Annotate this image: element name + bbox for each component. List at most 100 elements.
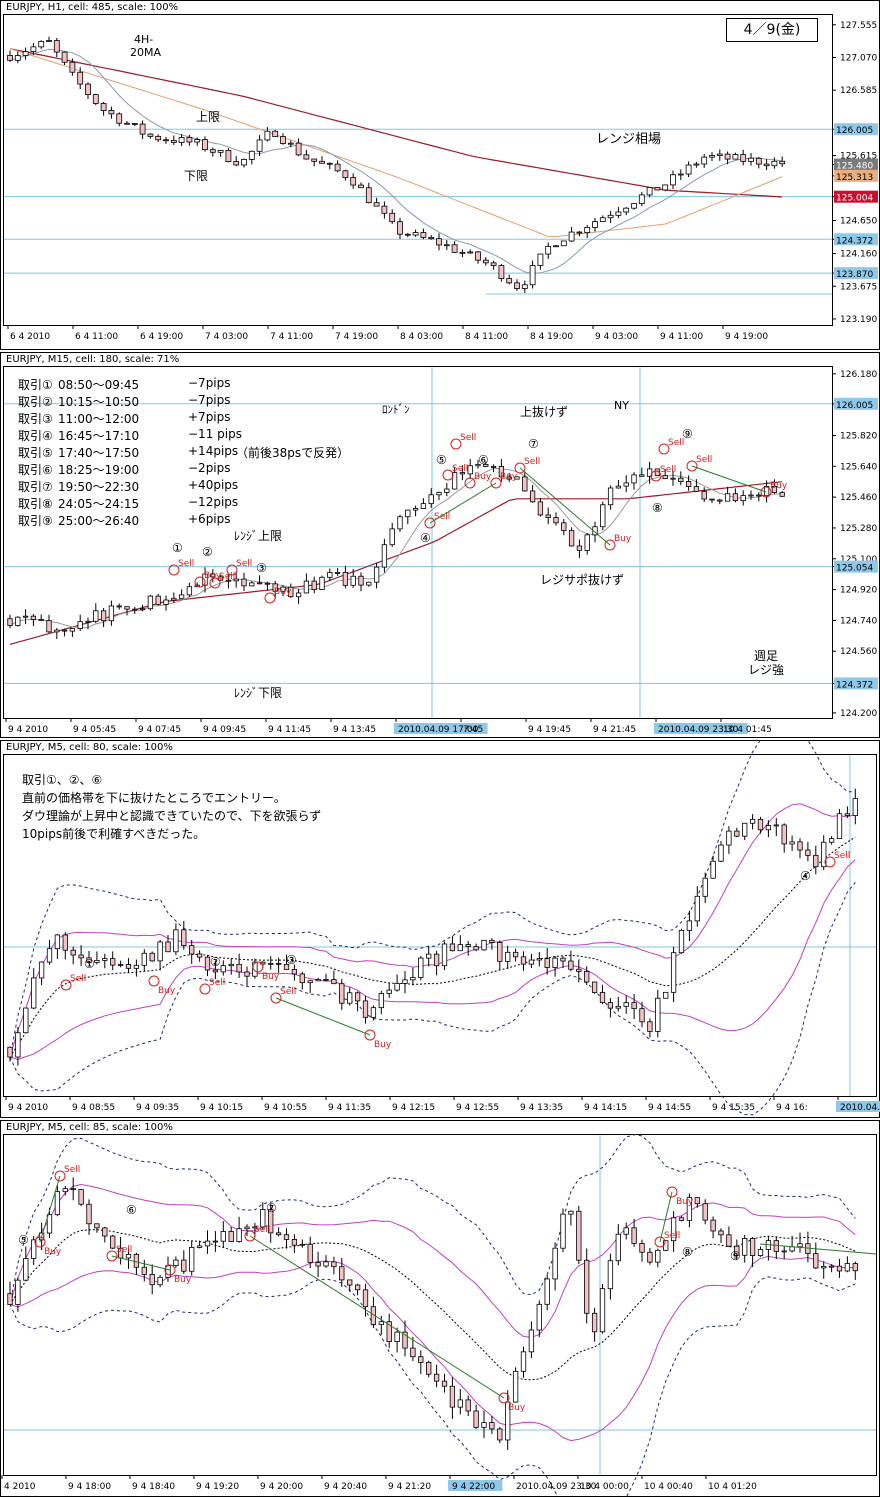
m5b-band-upper <box>9 1183 856 1338</box>
m5a-candle <box>86 957 92 963</box>
m5b-candle <box>655 1249 661 1263</box>
m15-candle <box>225 579 232 582</box>
buy-label: Buy <box>44 1247 62 1257</box>
m5b-candle <box>236 1228 242 1242</box>
m5a-candle <box>544 958 550 968</box>
m15-candle <box>210 573 216 578</box>
m5b-candle <box>228 1231 234 1242</box>
m5a-candle <box>473 946 479 951</box>
h1-candle <box>373 202 380 207</box>
m15-label-london: ﾛﾝﾄﾞﾝ <box>382 403 410 416</box>
m15-candle <box>428 494 434 505</box>
m5b-candle <box>173 1259 179 1267</box>
m15-candle <box>459 472 466 475</box>
m5a-candle <box>402 979 408 984</box>
h1-candle <box>654 187 661 191</box>
h1-candle <box>607 214 614 219</box>
m15-candle <box>498 466 505 478</box>
h1-candle <box>358 184 364 189</box>
m5a-candle <box>386 989 392 994</box>
h1-candle <box>506 278 513 284</box>
h1-candle <box>311 158 318 162</box>
m5a-candle <box>418 957 424 978</box>
m5b-candle <box>749 1238 756 1256</box>
chart-panel-m5b: Buy Sell Sell Buy Sell Buy Sell Buy ⑤ ⑥ ⑦ ⑧ ⑨ 4 2010 9… <box>0 1120 880 1497</box>
m5b-candle <box>196 1245 203 1248</box>
h1-candle <box>568 231 575 242</box>
m5b-candle <box>149 1274 155 1286</box>
h1-candle <box>638 194 645 205</box>
h1-x-label: 7 4 19:00 <box>335 332 378 342</box>
m5a-candle <box>520 956 527 965</box>
m15-candle <box>756 494 762 497</box>
m5a-candle <box>94 960 100 963</box>
m15-candle <box>186 586 193 596</box>
m5b-candle <box>813 1253 819 1269</box>
h1-price-tag: 125.004 <box>836 194 873 204</box>
h1-candle <box>646 187 653 196</box>
trade-marker-circle <box>270 992 282 1004</box>
m5b-candle <box>86 1203 92 1225</box>
trade-marker-circle <box>252 961 264 973</box>
m5a-candle <box>647 1021 653 1032</box>
h1-candle <box>287 142 294 145</box>
plot-border <box>3 754 877 1097</box>
h1-x-label: 9 4 11:00 <box>660 332 703 342</box>
h1-candle <box>412 232 419 236</box>
m5b-candle <box>54 1191 61 1216</box>
sell-label: Sell <box>70 974 86 984</box>
m5a-candle <box>828 838 835 843</box>
trade-marker-circle <box>654 1236 666 1248</box>
m5a-x-label: 9 4 10:55 <box>264 1103 307 1113</box>
m5a-candle <box>512 951 519 958</box>
m15-candle <box>334 572 341 574</box>
m15-candle <box>483 463 489 467</box>
m15-candle <box>389 528 395 546</box>
m15-candle <box>732 493 739 502</box>
m5a-x-tag-bg <box>836 1101 880 1112</box>
m15-candle <box>249 582 255 587</box>
m5b-candle <box>102 1227 108 1237</box>
m5a-x-label: 9 4 10:15 <box>200 1103 243 1113</box>
h1-candle <box>576 231 583 234</box>
date-box: 4／9(金) <box>726 18 818 42</box>
h1-x-label: 8 4 11:00 <box>465 332 508 342</box>
h1-y-label: 124.650 <box>840 217 877 227</box>
h1-candle <box>139 123 146 135</box>
m5a-candle <box>7 1046 13 1058</box>
buy-label: Buy <box>274 587 292 597</box>
m5a-candle <box>339 983 345 1004</box>
h1-candle <box>295 142 302 156</box>
h1-candle <box>482 259 489 264</box>
m5b-candle <box>394 1331 400 1342</box>
sell-label: Sell <box>452 464 468 474</box>
m5a-band-lower <box>9 859 856 1061</box>
sell-label: Sell <box>834 851 850 861</box>
m15-candle <box>451 472 458 490</box>
trade-marker-circle <box>164 1264 176 1276</box>
m5b-candle <box>212 1240 219 1243</box>
trade-marker-circle <box>442 469 454 481</box>
m5a-note-line-4: 10pips前後で利確すべきだった。 <box>22 827 206 841</box>
m5a-candle <box>742 822 748 837</box>
h1-x-label: 8 4 19:00 <box>530 332 573 342</box>
h1-candle <box>709 155 715 158</box>
m5a-x-label: 9 4 13:35 <box>520 1103 563 1113</box>
sell-label: Sell <box>434 512 450 522</box>
h1-candle <box>436 238 442 246</box>
m5a-candle <box>38 961 45 979</box>
m15-candle <box>748 494 754 497</box>
h1-candle <box>490 262 497 266</box>
m5a-x-label: 9 4 12:55 <box>456 1103 499 1113</box>
m15-candle <box>163 599 169 605</box>
m5b-candle <box>473 1410 479 1428</box>
h1-candle <box>397 221 403 235</box>
m5a-candle <box>315 979 321 982</box>
trade-marker-circle <box>760 486 772 498</box>
m15-y-label: 125.460 <box>840 493 877 503</box>
h1-y-label: 125.615 <box>840 152 877 162</box>
plot-border <box>3 14 833 326</box>
h1-candle <box>124 122 130 125</box>
m5b-candle <box>734 1245 740 1256</box>
m15-label-range-upper: ﾚﾝｼﾞ上限 <box>234 529 283 543</box>
